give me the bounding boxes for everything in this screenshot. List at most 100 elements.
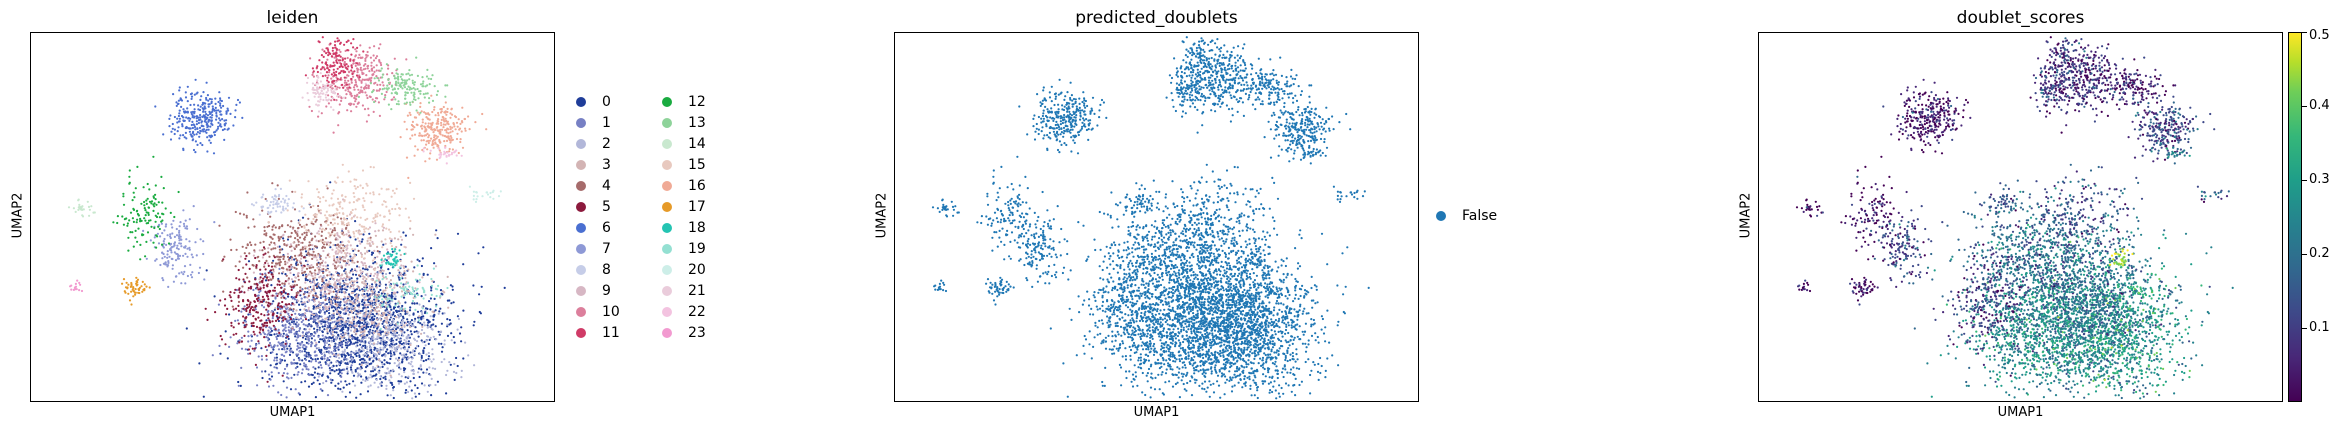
data-point (350, 334, 354, 337)
data-point (368, 242, 371, 245)
data-point (359, 339, 362, 342)
data-point (328, 280, 331, 283)
data-point (219, 102, 222, 105)
data-point (337, 343, 341, 346)
data-point (330, 77, 333, 80)
data-point (385, 259, 388, 262)
data-point (341, 83, 344, 86)
data-point (149, 239, 152, 242)
data-point (200, 95, 203, 98)
data-point (389, 302, 392, 305)
data-point (277, 319, 280, 323)
data-point (321, 48, 324, 51)
data-point (355, 74, 359, 77)
data-point (376, 318, 379, 321)
data-point (193, 110, 196, 113)
data-point (328, 274, 331, 277)
data-point (357, 309, 360, 312)
data-point (332, 131, 335, 134)
data-point (321, 259, 324, 262)
data-point (427, 125, 430, 128)
data-point (254, 308, 257, 311)
data-point (264, 252, 267, 255)
data-point (265, 354, 268, 357)
data-point (261, 376, 264, 380)
data-point (363, 282, 366, 285)
data-point (296, 230, 299, 233)
data-point (299, 262, 303, 265)
data-point (409, 363, 412, 366)
data-point (403, 245, 406, 248)
data-point (166, 265, 169, 268)
data-point (369, 295, 372, 298)
data-point (349, 300, 352, 303)
data-point (289, 388, 293, 391)
data-point (326, 357, 329, 360)
data-point (336, 317, 339, 320)
data-point (301, 346, 304, 349)
data-point (223, 124, 226, 127)
data-point (368, 340, 371, 343)
data-point (234, 288, 237, 291)
data-point (304, 347, 307, 351)
data-point (388, 299, 391, 303)
data-point (272, 300, 275, 303)
data-point (361, 78, 364, 81)
data-point (344, 79, 347, 82)
data-point (436, 237, 439, 240)
data-point (359, 321, 362, 324)
data-point (367, 385, 370, 388)
data-point (354, 81, 357, 84)
data-point (332, 353, 335, 356)
data-point (409, 113, 412, 116)
data-point (346, 56, 349, 60)
data-point (332, 61, 335, 64)
data-point (358, 351, 361, 354)
data-point (282, 257, 285, 261)
data-point (302, 312, 305, 316)
data-point (373, 309, 377, 312)
data-point (318, 340, 321, 344)
data-point (302, 266, 305, 269)
data-point (258, 302, 261, 305)
data-point (193, 93, 196, 96)
data-point (432, 315, 436, 318)
data-point (300, 297, 303, 300)
data-point (326, 64, 329, 67)
data-point (347, 90, 350, 93)
data-point (366, 54, 369, 57)
data-point (336, 311, 339, 314)
data-point (285, 319, 288, 322)
data-point (258, 331, 261, 334)
data-point (334, 286, 337, 289)
data-point (373, 268, 376, 272)
data-point (276, 184, 279, 187)
data-point (370, 342, 373, 345)
data-point (307, 217, 310, 220)
data-point (351, 371, 354, 374)
data-point (398, 302, 401, 305)
data-point (174, 259, 178, 262)
data-point (311, 358, 314, 361)
data-point (428, 139, 431, 142)
data-point (169, 233, 172, 236)
data-point (278, 283, 281, 286)
data-point (383, 98, 386, 101)
data-point (467, 354, 470, 357)
data-point (204, 130, 207, 133)
data-point (259, 289, 262, 292)
data-point (319, 289, 323, 292)
data-point (190, 111, 193, 114)
data-point (317, 375, 320, 378)
data-point (369, 373, 372, 376)
data-point (289, 323, 292, 326)
data-point (308, 253, 311, 256)
data-point (392, 311, 395, 314)
data-point (337, 59, 341, 62)
data-point (264, 261, 267, 264)
data-point (247, 260, 251, 263)
data-point (336, 86, 339, 89)
data-point (337, 248, 340, 251)
data-point (183, 136, 186, 139)
data-point (375, 378, 378, 381)
